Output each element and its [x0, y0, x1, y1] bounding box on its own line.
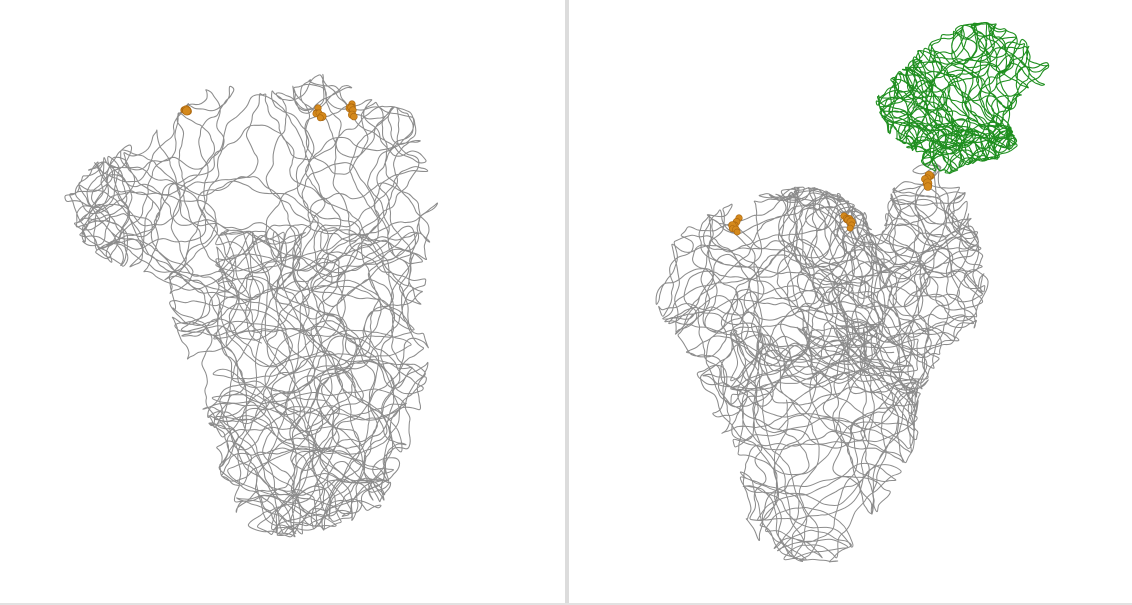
partner-trace [875, 21, 1050, 175]
right-highlighted-residues [728, 170, 935, 236]
left-structure-canvas[interactable] [0, 0, 565, 603]
left-highlighted-residues [180, 100, 358, 122]
highlight-atom [923, 182, 933, 191]
highlight-atom [846, 224, 854, 232]
highlight-atom [316, 114, 324, 122]
right-bound-partner-ribbon [875, 21, 1050, 175]
highlight-cluster [728, 214, 743, 236]
backbone-trace [655, 162, 989, 541]
highlight-atom [182, 106, 192, 116]
highlight-atom [733, 228, 741, 236]
backbone-trace [211, 230, 418, 538]
highlight-atom [350, 112, 358, 121]
panel-divider[interactable] [565, 0, 569, 605]
bottom-border [0, 603, 1132, 605]
highlight-cluster [180, 105, 192, 116]
highlight-cluster [840, 212, 856, 232]
highlight-cluster [345, 100, 358, 121]
right-structure-panel[interactable] [569, 0, 1132, 603]
backbone-trace [64, 73, 439, 538]
backbone-trace [729, 320, 919, 563]
right-protein-backbone [655, 162, 989, 563]
left-protein-backbone [64, 73, 439, 538]
right-structure-canvas[interactable] [569, 0, 1132, 603]
highlight-cluster [312, 104, 327, 122]
highlight-cluster [921, 170, 935, 191]
left-structure-panel[interactable] [0, 0, 565, 603]
